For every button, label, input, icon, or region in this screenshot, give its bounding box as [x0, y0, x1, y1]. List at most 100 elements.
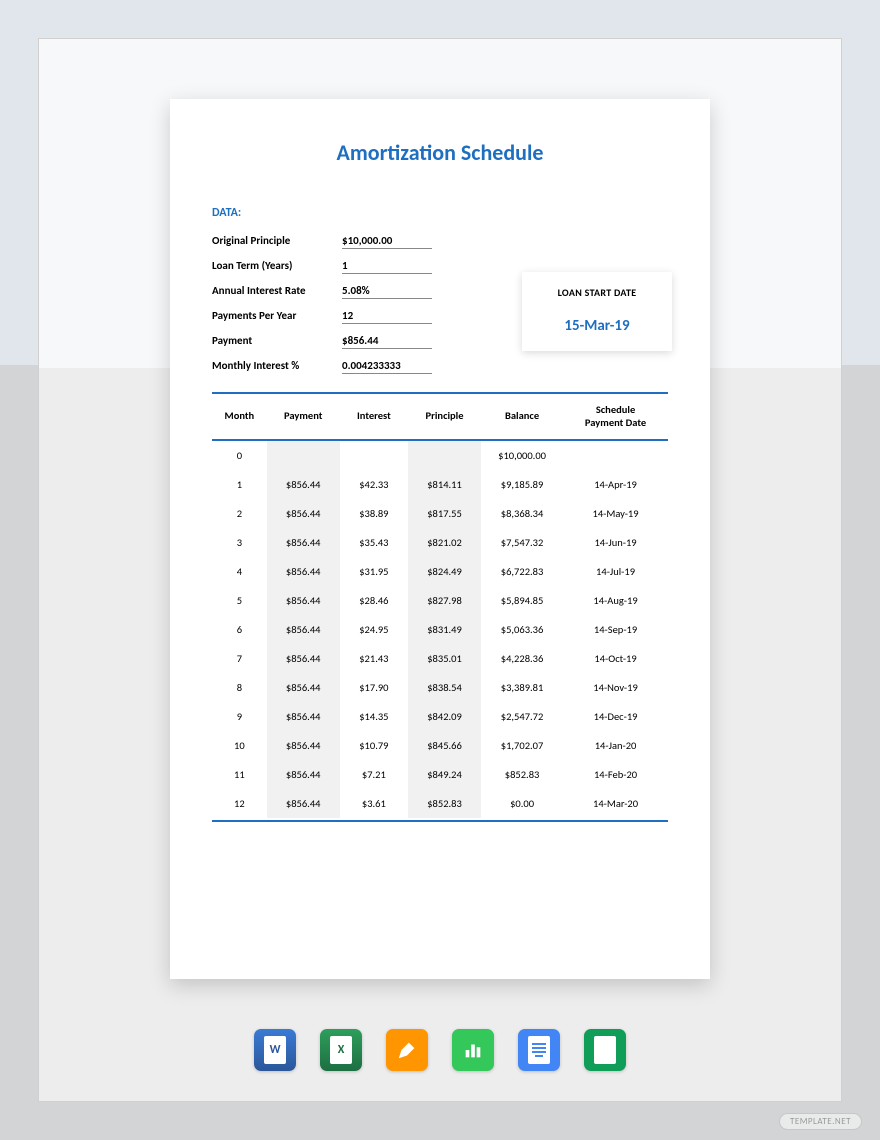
table-cell: $856.44	[267, 499, 340, 528]
table-cell: 14-Nov-19	[563, 673, 668, 702]
data-section: DATA: Original Principle$10,000.00Loan T…	[212, 206, 668, 374]
table-cell: 6	[212, 615, 267, 644]
table-cell: $845.66	[408, 731, 481, 760]
data-field-label: Annual Interest Rate	[212, 284, 342, 297]
table-cell: $35.43	[340, 528, 408, 557]
numbers-icon[interactable]	[452, 1029, 494, 1071]
table-cell: $3.61	[340, 789, 408, 818]
table-cell: $5,894.85	[481, 586, 563, 615]
table-row: 12$856.44$3.61$852.83$0.0014-Mar-20	[212, 789, 668, 818]
sheets-icon[interactable]	[584, 1029, 626, 1071]
data-field-value: 0.004233333	[342, 359, 432, 374]
table-row: 8$856.44$17.90$838.54$3,389.8114-Nov-19	[212, 673, 668, 702]
table-header-cell: Month	[212, 393, 267, 440]
table-row: 10$856.44$10.79$845.66$1,702.0714-Jan-20	[212, 731, 668, 760]
table-cell: $814.11	[408, 470, 481, 499]
app-icons-row: W X	[254, 1029, 626, 1071]
data-field-row: Original Principle$10,000.00	[212, 234, 668, 249]
table-cell	[267, 440, 340, 470]
table-cell: 14-Jan-20	[563, 731, 668, 760]
table-cell: $821.02	[408, 528, 481, 557]
data-field-row: Monthly Interest %0.004233333	[212, 359, 668, 374]
table-cell: $827.98	[408, 586, 481, 615]
table-cell: $831.49	[408, 615, 481, 644]
table-cell: $17.90	[340, 673, 408, 702]
docs-icon-glyph	[528, 1036, 550, 1064]
data-field-value: 5.08%	[342, 284, 432, 299]
table-cell: $856.44	[267, 557, 340, 586]
table-cell: $856.44	[267, 470, 340, 499]
table-cell: $856.44	[267, 673, 340, 702]
table-cell: 7	[212, 644, 267, 673]
table-cell: 2	[212, 499, 267, 528]
table-row: 9$856.44$14.35$842.09$2,547.7214-Dec-19	[212, 702, 668, 731]
table-cell: 9	[212, 702, 267, 731]
word-icon[interactable]: W	[254, 1029, 296, 1071]
schedule-table: MonthPaymentInterestPrincipleBalanceSche…	[212, 392, 668, 818]
table-row: 3$856.44$35.43$821.02$7,547.3214-Jun-19	[212, 528, 668, 557]
table-cell: $7,547.32	[481, 528, 563, 557]
table-cell: 10	[212, 731, 267, 760]
data-field-label: Payments Per Year	[212, 309, 342, 322]
loan-start-label: LOAN START DATE	[530, 286, 664, 299]
table-cell: 11	[212, 760, 267, 789]
table-cell: 1	[212, 470, 267, 499]
table-cell: $856.44	[267, 760, 340, 789]
table-cell: $24.95	[340, 615, 408, 644]
table-cell: $856.44	[267, 586, 340, 615]
table-cell: 14-Jul-19	[563, 557, 668, 586]
sheets-icon-glyph	[594, 1036, 616, 1064]
excel-icon[interactable]: X	[320, 1029, 362, 1071]
outer-frame: Amortization Schedule DATA: Original Pri…	[38, 38, 842, 1102]
table-cell	[340, 440, 408, 470]
table-cell: $1,702.07	[481, 731, 563, 760]
table-cell: $6,722.83	[481, 557, 563, 586]
table-cell: $42.33	[340, 470, 408, 499]
pages-icon[interactable]	[386, 1029, 428, 1071]
table-cell: 14-Apr-19	[563, 470, 668, 499]
table-cell: 14-Jun-19	[563, 528, 668, 557]
table-cell: $38.89	[340, 499, 408, 528]
table-cell	[563, 440, 668, 470]
table-row: 5$856.44$28.46$827.98$5,894.8514-Aug-19	[212, 586, 668, 615]
table-cell: $31.95	[340, 557, 408, 586]
table-cell: $842.09	[408, 702, 481, 731]
table-cell: 14-Dec-19	[563, 702, 668, 731]
document-card: Amortization Schedule DATA: Original Pri…	[170, 99, 710, 979]
table-header-cell: SchedulePayment Date	[563, 393, 668, 440]
table-cell: 5	[212, 586, 267, 615]
table-cell: $4,228.36	[481, 644, 563, 673]
table-header-cell: Principle	[408, 393, 481, 440]
excel-icon-glyph: X	[330, 1036, 352, 1064]
table-cell: $852.83	[408, 789, 481, 818]
table-cell: $852.83	[481, 760, 563, 789]
table-cell: 0	[212, 440, 267, 470]
table-cell: $856.44	[267, 731, 340, 760]
table-cell: $824.49	[408, 557, 481, 586]
table-cell: $817.55	[408, 499, 481, 528]
table-row: 4$856.44$31.95$824.49$6,722.8314-Jul-19	[212, 557, 668, 586]
table-cell: 14-Oct-19	[563, 644, 668, 673]
loan-start-value: 15-Mar-19	[530, 317, 664, 335]
data-field-value: 12	[342, 309, 432, 324]
table-cell: 14-Mar-20	[563, 789, 668, 818]
table-row: 2$856.44$38.89$817.55$8,368.3414-May-19	[212, 499, 668, 528]
bars-icon	[462, 1039, 484, 1061]
table-header-cell: Payment	[267, 393, 340, 440]
data-section-label: DATA:	[212, 206, 668, 220]
table-cell: 14-May-19	[563, 499, 668, 528]
table-row: 7$856.44$21.43$835.01$4,228.3614-Oct-19	[212, 644, 668, 673]
loan-start-box: LOAN START DATE 15-Mar-19	[522, 272, 672, 351]
data-field-value: $10,000.00	[342, 234, 432, 249]
table-cell: 14-Sep-19	[563, 615, 668, 644]
table-cell: $2,547.72	[481, 702, 563, 731]
table-cell: $10,000.00	[481, 440, 563, 470]
data-field-label: Loan Term (Years)	[212, 259, 342, 272]
data-field-label: Original Principle	[212, 234, 342, 247]
table-cell: 14-Feb-20	[563, 760, 668, 789]
data-field-label: Payment	[212, 334, 342, 347]
docs-icon[interactable]	[518, 1029, 560, 1071]
pen-icon	[396, 1039, 418, 1061]
table-cell	[408, 440, 481, 470]
table-cell: $9,185.89	[481, 470, 563, 499]
